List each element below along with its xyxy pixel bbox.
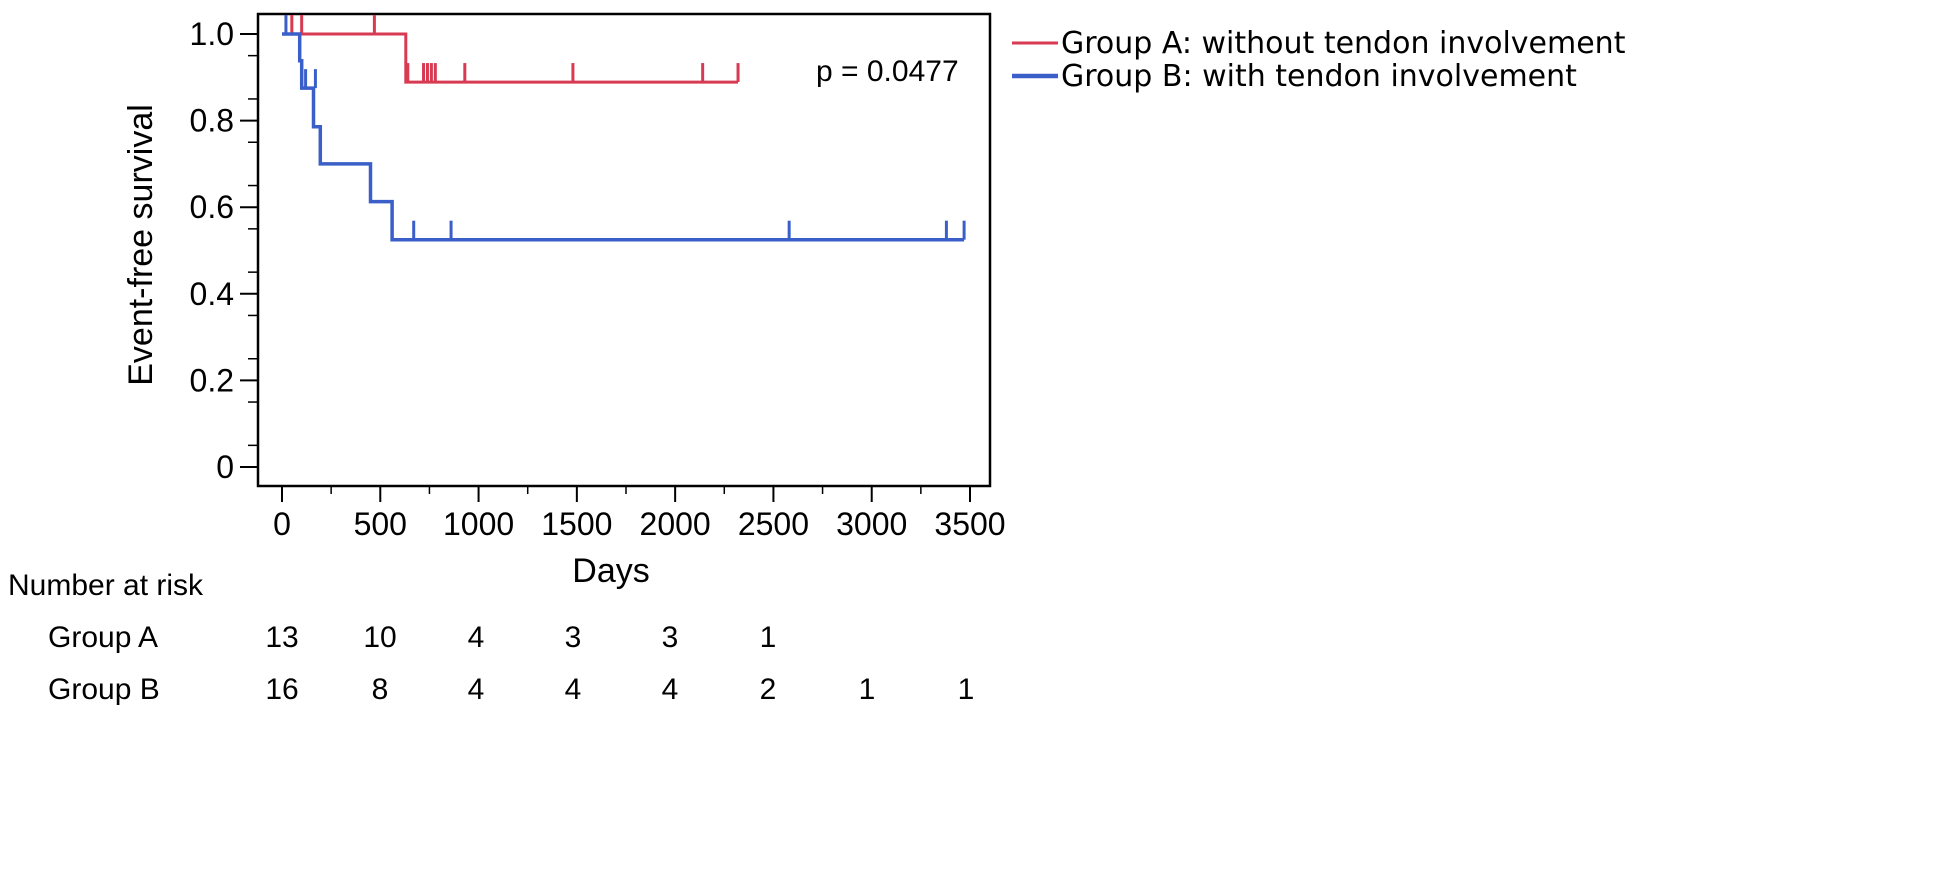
x-tick-label: 3000 (836, 506, 907, 542)
risk-cell: 2 (760, 673, 777, 706)
risk-cell: 4 (468, 673, 485, 706)
p-value-annotation: p = 0.0477 (816, 55, 959, 88)
risk-cell: 10 (363, 621, 396, 654)
risk-row-label: Group B (48, 673, 160, 706)
risk-cell: 13 (265, 621, 298, 654)
survival-curve (282, 32, 738, 84)
x-tick-label: 0 (273, 506, 291, 542)
risk-cell: 1 (760, 621, 777, 654)
legend: Group A: without tendon involvementGroup… (1012, 26, 1626, 94)
y-tick-label: 0.4 (190, 276, 234, 312)
series-group-b (282, 15, 966, 242)
y-tick-label: 1.0 (190, 16, 234, 52)
survival-curve (282, 32, 965, 242)
risk-cell: 4 (565, 673, 582, 706)
x-tick-label: 1500 (541, 506, 612, 542)
y-axis-title: Event-free survival (122, 104, 160, 386)
x-tick-label: 2000 (640, 506, 711, 542)
y-tick-label: 0.8 (190, 103, 234, 139)
risk-cell: 4 (468, 621, 485, 654)
risk-cell: 1 (958, 673, 975, 706)
risk-row-label: Group A (48, 621, 158, 654)
x-tick-label: 3500 (934, 506, 1005, 542)
risk-cell: 3 (565, 621, 582, 654)
x-axis-title: Days (572, 552, 649, 590)
x-tick-label: 2500 (738, 506, 809, 542)
y-tick-label: 0 (216, 449, 234, 485)
plot-area: 0 0.2 0.4 0.6 0.8 1.0 0 500 1000 1500 2000 2500 300… (190, 12, 1006, 542)
x-tick-label: 500 (354, 506, 407, 542)
y-tick-label: 0.2 (190, 362, 234, 398)
risk-cell: 3 (662, 621, 679, 654)
legend-label: Group B: with tendon involvement (1061, 59, 1577, 94)
risk-cell: 4 (662, 673, 679, 706)
series-layer (282, 15, 966, 242)
x-tick-label: 1000 (443, 506, 514, 542)
x-axis: 0 500 1000 1500 2000 2500 3000 3500 (273, 486, 1006, 542)
y-axis: 0 0.2 0.4 0.6 0.8 1.0 (190, 16, 258, 485)
plot-frame (256, 12, 992, 488)
risk-cell: 16 (265, 673, 298, 706)
legend-label: Group A: without tendon involvement (1061, 26, 1626, 61)
series-group-a (282, 15, 740, 84)
risk-table: Number at risk Group A 13 10 4 3 3 1 Group B 16 8 4… (8, 569, 974, 706)
risk-cell: 1 (859, 673, 876, 706)
risk-cell: 8 (372, 673, 389, 706)
risk-table-heading: Number at risk (8, 569, 204, 602)
y-tick-label: 0.6 (190, 189, 234, 225)
